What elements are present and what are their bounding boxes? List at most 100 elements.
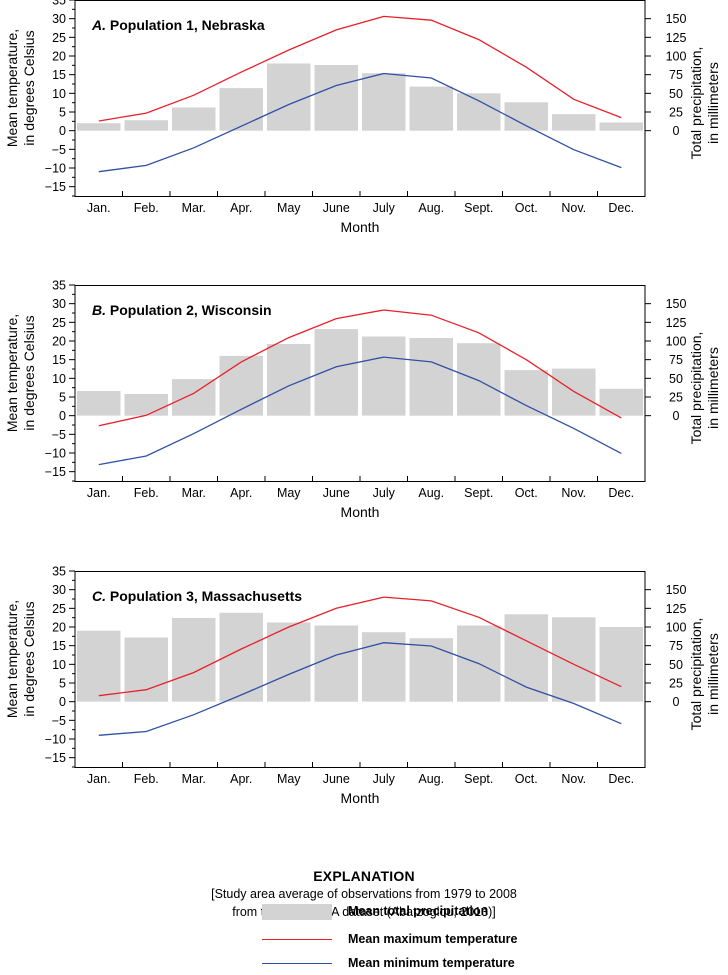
precip-bar-mar (172, 107, 216, 131)
right-tick-label: 150 (666, 12, 687, 26)
right-tick-label: 75 (669, 639, 683, 653)
left-tick-label: 20 (52, 621, 66, 635)
precip-bar-sept (457, 93, 501, 131)
month-label-nov: Nov. (561, 772, 586, 786)
precip-bar-aug (409, 338, 453, 416)
chart-panel-3: 35302520151050−5−10−151501251007550250Ja… (4, 565, 721, 807)
right-axis-title-line-1: Total precipitation, (688, 618, 704, 731)
month-label-june: June (323, 201, 350, 215)
right-axis-title-line-1: Total precipitation, (688, 332, 704, 445)
legend-swatch-max-temp (262, 939, 332, 940)
plot-frame (74, 285, 646, 482)
right-tick-label: 150 (666, 297, 687, 311)
panel-letter: A. (91, 17, 110, 33)
legend-label-min-temp: Mean minimum temperature (348, 956, 515, 970)
month-label-dec: Dec. (608, 772, 634, 786)
precip-bar-mar (172, 618, 216, 702)
month-label-mar: Mar. (182, 486, 206, 500)
month-label-oct: Oct. (515, 201, 538, 215)
legend-label-max-temp: Mean maximum temperature (348, 932, 518, 946)
precip-bar-apr (219, 88, 263, 131)
month-label-mar: Mar. (182, 772, 206, 786)
month-label-aug: Aug. (418, 201, 444, 215)
left-tick-label: 25 (52, 316, 66, 330)
right-axis-title-line-2: in millimeters (705, 347, 721, 429)
right-tick-label: 125 (666, 316, 687, 330)
month-label-feb: Feb. (134, 201, 159, 215)
month-label-july: July (373, 201, 396, 215)
left-tick-label: 0 (59, 124, 66, 138)
precip-bar-july (362, 336, 406, 416)
precip-bar-nov (552, 617, 596, 702)
month-label-aug: Aug. (418, 772, 444, 786)
min-temp-line (98, 72, 622, 173)
explanation-title: EXPLANATION (313, 868, 415, 884)
left-tick-label: 25 (52, 602, 66, 616)
plot-frame (74, 0, 646, 197)
right-tick-label: 125 (666, 31, 687, 45)
precip-bar-sept (457, 343, 501, 416)
month-label-may: May (277, 486, 301, 500)
max-temp-line (98, 596, 622, 697)
precip-bar-dec (599, 388, 643, 416)
left-axis-title-line-1: Mean temperature, (4, 314, 20, 432)
month-label-jan: Jan. (87, 772, 111, 786)
left-tick-label: −10 (45, 162, 66, 176)
month-label-dec: Dec. (608, 486, 634, 500)
left-tick-label: 30 (52, 12, 66, 26)
panel-title: B. Population 2, Wisconsin (92, 302, 272, 318)
left-axis-title: Mean temperature,in degrees Celsius (4, 600, 37, 718)
month-label-mar: Mar. (182, 201, 206, 215)
left-tick-label: −15 (45, 751, 66, 765)
panel-title: C. Population 3, Massachusetts (92, 588, 302, 604)
month-label-may: May (277, 772, 301, 786)
right-tick-label: 125 (666, 602, 687, 616)
right-axis-title: Total precipitation,in millimeters (688, 618, 721, 731)
month-label-dec: Dec. (608, 201, 634, 215)
left-tick-label: −5 (52, 428, 66, 442)
month-label-apr: Apr. (230, 201, 252, 215)
left-axis-title: Mean temperature,in degrees Celsius (4, 29, 37, 147)
left-tick-label: 0 (59, 695, 66, 709)
left-axis-title-line-2: in degrees Celsius (21, 30, 37, 145)
panel-letter: C. (92, 588, 110, 604)
month-label-may: May (277, 201, 301, 215)
month-label-july: July (373, 486, 396, 500)
precip-bar-may (267, 63, 311, 131)
month-label-feb: Feb. (134, 486, 159, 500)
left-tick-label: 15 (52, 639, 66, 653)
left-tick-label: −5 (52, 143, 66, 157)
left-tick-label: 35 (52, 565, 66, 579)
left-tick-label: 35 (52, 279, 66, 293)
left-tick-label: 35 (52, 0, 66, 8)
left-tick-label: 10 (52, 87, 66, 101)
precip-bar-nov (552, 114, 596, 131)
month-label-nov: Nov. (561, 201, 586, 215)
precip-bar-dec (599, 122, 643, 131)
precip-bar-apr (219, 612, 263, 702)
plot-frame (74, 571, 646, 768)
month-label-sept: Sept. (464, 201, 493, 215)
month-label-oct: Oct. (515, 486, 538, 500)
legend-swatch-min-temp (262, 963, 332, 964)
month-label-aug: Aug. (418, 486, 444, 500)
month-label-june: June (323, 772, 350, 786)
left-tick-label: 20 (52, 50, 66, 64)
legend-item-max-temp: Mean maximum temperature (262, 930, 562, 950)
panel-title-text: Population 3, Massachusetts (110, 588, 302, 604)
left-tick-label: 5 (59, 391, 66, 405)
right-tick-label: 100 (666, 50, 687, 64)
right-axis-title-line-2: in millimeters (705, 633, 721, 715)
legend-swatch-precipitation (262, 904, 332, 920)
right-tick-label: 25 (669, 106, 683, 120)
left-axis-title: Mean temperature,in degrees Celsius (4, 314, 37, 432)
month-label-jan: Jan. (87, 486, 111, 500)
left-axis-title-line-2: in degrees Celsius (21, 601, 37, 716)
x-axis-title: Month (341, 790, 380, 806)
precip-bar-feb (124, 120, 168, 131)
min-temp-line (98, 356, 622, 466)
month-label-oct: Oct. (515, 772, 538, 786)
legend-label-precipitation: Mean total precipitation (348, 904, 489, 918)
right-tick-label: 0 (673, 124, 680, 138)
